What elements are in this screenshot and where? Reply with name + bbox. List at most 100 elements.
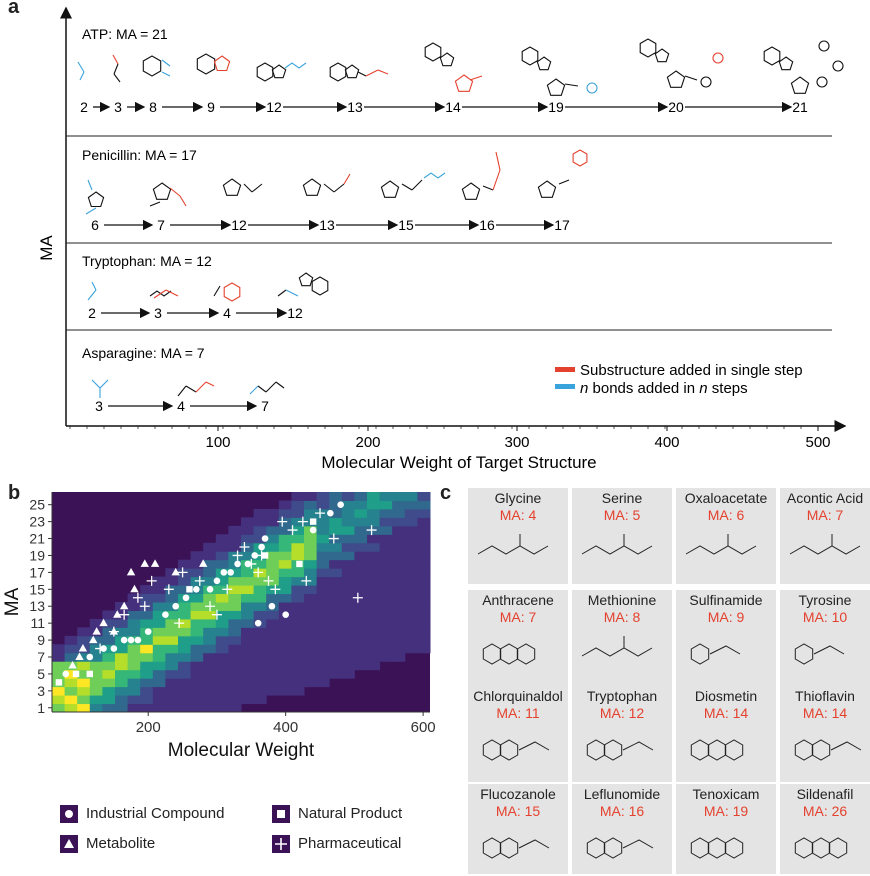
- heatmap-cell: [278, 635, 292, 645]
- heatmap-cell: [329, 576, 343, 586]
- molecule-bond: [165, 289, 179, 297]
- heatmap-cell: [89, 678, 103, 688]
- heatmap-cell: [215, 686, 229, 696]
- molecule-card: Anthracene MA: 7: [468, 590, 568, 686]
- molecule-ma-value: MA: 7: [806, 507, 844, 523]
- molecule-ring: [572, 149, 588, 167]
- molecule-name: Leflunomide: [583, 786, 661, 802]
- heatmap-cell: [178, 559, 192, 569]
- step-number: 14: [445, 99, 461, 115]
- heatmap-cell: [52, 695, 66, 705]
- heatmap-cell: [367, 602, 381, 611]
- heatmap-cell: [278, 661, 292, 671]
- molecule-bond: [251, 183, 263, 193]
- heatmap-cell: [329, 635, 343, 645]
- heatmap-cell: [102, 678, 116, 688]
- data-point-circle: [120, 636, 128, 644]
- heatmap-cell: [115, 644, 129, 654]
- heatmap-cell: [367, 551, 381, 561]
- heatmap-cell: [278, 585, 292, 595]
- data-point-triangle: [199, 559, 208, 567]
- heatmap-cell: [291, 525, 305, 535]
- step-number: 9: [207, 99, 215, 115]
- heatmap-cell: [379, 635, 393, 645]
- molecule-card: Methionine MA: 8: [572, 590, 672, 686]
- heatmap-cell: [329, 551, 343, 561]
- heatmap-cell: [417, 576, 431, 586]
- molecule-bond: [161, 71, 171, 77]
- data-point-circle: [182, 594, 190, 602]
- legend-blue-swatch: [555, 384, 575, 389]
- data-point-plus: [287, 525, 298, 536]
- phosphate-group: [700, 76, 712, 88]
- heatmap-cell: [379, 517, 393, 527]
- heatmap-cell: [253, 525, 267, 535]
- molecule-bond: [87, 289, 97, 301]
- heatmap-cell: [77, 669, 91, 679]
- heatmap-cell: [379, 534, 393, 544]
- heatmap-cell: [102, 686, 116, 696]
- heatmap-cell: [316, 534, 330, 544]
- heatmap-cell: [165, 695, 179, 705]
- heatmap-cell: [228, 602, 242, 611]
- data-point-triangle: [99, 618, 108, 627]
- heatmap-cell: [329, 542, 343, 552]
- a-x-tick-label: 300: [504, 434, 529, 451]
- molecule-structure-icon: [586, 739, 654, 761]
- heatmap-cell: [165, 635, 179, 645]
- molecule-bond: [275, 381, 285, 389]
- molecule-ring: [546, 78, 566, 96]
- heatmap-cell: [115, 695, 129, 705]
- heatmap-cell: [253, 627, 267, 637]
- data-point-triangle: [126, 567, 136, 576]
- heatmap-cell: [266, 525, 280, 535]
- heatmap-cell: [178, 585, 192, 595]
- heatmap-cell: [291, 618, 305, 628]
- heatmap-cell: [341, 602, 355, 611]
- legend-blue-label: n bonds added in n steps: [580, 380, 748, 397]
- heatmap-cell: [417, 635, 431, 645]
- heatmap-cell: [341, 669, 355, 679]
- heatmap-cell: [278, 669, 292, 679]
- heatmap-cell: [115, 661, 129, 671]
- phosphate-group: [816, 76, 828, 88]
- heatmap-cell: [367, 542, 381, 552]
- molecule-bond: [492, 169, 501, 191]
- heatmap-cell: [329, 585, 343, 595]
- a-x-tick-label: 100: [205, 434, 230, 451]
- heatmap-cell: [241, 618, 255, 628]
- heatmap-cell: [228, 525, 242, 535]
- molecule-ring: [223, 282, 241, 302]
- heatmap-cell: [203, 661, 217, 671]
- heatmap-cell: [228, 669, 242, 679]
- heatmap-cell: [316, 500, 330, 510]
- heatmap-cell: [417, 500, 431, 510]
- data-point-plus: [297, 516, 308, 527]
- data-point-plus: [177, 567, 188, 578]
- data-point-circle: [258, 543, 265, 551]
- heatmap-cell: [367, 508, 381, 518]
- heatmap-cell: [241, 551, 255, 561]
- step-number: 2: [80, 99, 88, 115]
- step-number: 17: [554, 217, 570, 233]
- heatmap-cell: [152, 593, 166, 603]
- heatmap-cell: [178, 686, 192, 696]
- heatmap-cell: [379, 551, 393, 561]
- heatmap-cell: [392, 602, 406, 611]
- molecule-ma-value: MA: 4: [499, 507, 537, 523]
- heatmap-cell: [228, 593, 242, 603]
- molecule-name: Flucozanole: [480, 786, 556, 802]
- step-number: 4: [223, 305, 231, 321]
- heatmap-cell: [404, 551, 418, 561]
- heatmap-cell: [165, 568, 179, 578]
- heatmap-cell: [341, 508, 355, 518]
- molecule-bond: [377, 69, 389, 75]
- ma-heatmap-chart: 200 400 600135791113151719212325Molecular …: [2, 492, 436, 761]
- heatmap-cell: [354, 534, 368, 544]
- data-point-circle: [134, 636, 142, 644]
- heatmap-cell: [291, 678, 305, 688]
- heatmap-cell: [354, 508, 368, 518]
- heatmap-cell: [190, 635, 204, 645]
- heatmap-cell: [417, 559, 431, 569]
- molecule-ring: [298, 272, 314, 287]
